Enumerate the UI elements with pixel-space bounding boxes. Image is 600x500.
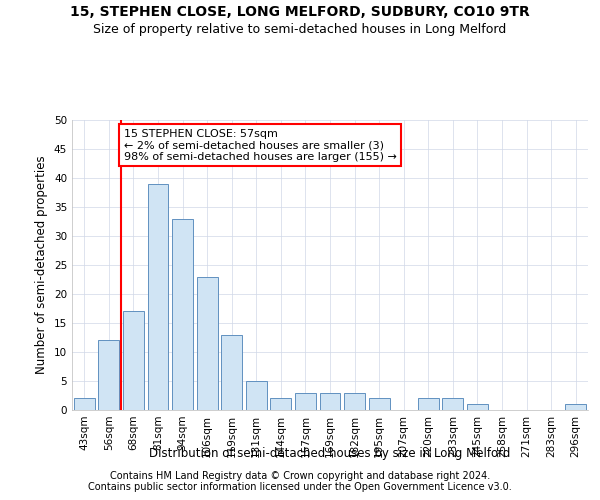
Bar [295,392,316,410]
Text: 15, STEPHEN CLOSE, LONG MELFORD, SUDBURY, CO10 9TR: 15, STEPHEN CLOSE, LONG MELFORD, SUDBURY… [70,5,530,19]
Text: Distribution of semi-detached houses by size in Long Melford: Distribution of semi-detached houses by … [149,448,511,460]
Bar [221,334,242,410]
Bar [565,404,586,410]
Bar [442,398,463,410]
Bar [172,218,193,410]
Text: Contains HM Land Registry data © Crown copyright and database right 2024.: Contains HM Land Registry data © Crown c… [110,471,490,481]
Bar [320,392,340,410]
Bar [344,392,365,410]
Bar [197,276,218,410]
Bar [148,184,169,410]
Bar [271,398,292,410]
Bar [74,398,95,410]
Text: 15 STEPHEN CLOSE: 57sqm
← 2% of semi-detached houses are smaller (3)
98% of semi: 15 STEPHEN CLOSE: 57sqm ← 2% of semi-det… [124,128,397,162]
Bar [467,404,488,410]
Text: Size of property relative to semi-detached houses in Long Melford: Size of property relative to semi-detach… [94,22,506,36]
Bar [123,312,144,410]
Bar [98,340,119,410]
Bar [368,398,389,410]
Y-axis label: Number of semi-detached properties: Number of semi-detached properties [35,156,49,374]
Text: Contains public sector information licensed under the Open Government Licence v3: Contains public sector information licen… [88,482,512,492]
Bar [246,381,267,410]
Bar [418,398,439,410]
